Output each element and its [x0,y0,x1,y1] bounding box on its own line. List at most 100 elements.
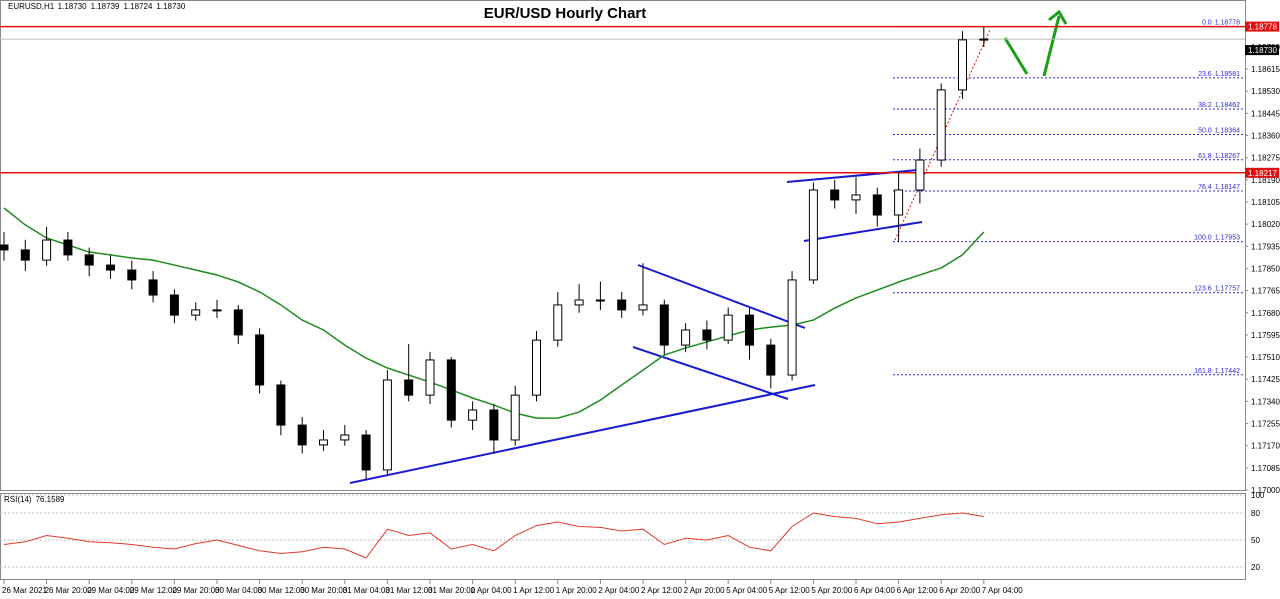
candle-body [510,394,520,441]
fib-ratio: 161.8 [1194,368,1212,375]
candle-body [340,434,350,441]
x-tick-label: 2 Apr 04:00 [598,586,639,595]
y-tick-label: 1.18020 [1251,220,1280,229]
fib-ratio: 61.8 [1198,153,1212,160]
x-tick-label: 6 Apr 12:00 [897,586,938,595]
last-bar-value: 1.18739 [91,2,120,11]
x-tick-label: 31 Mar 04:00 [343,586,391,595]
x-tick-label: 30 Mar 20:00 [300,586,348,595]
last-bar-value: 1.18730 [58,2,87,11]
flag-bottom [803,221,923,242]
fib-ratio: 0.0 [1202,20,1212,27]
x-tick-label: 6 Apr 20:00 [939,586,980,595]
y-tick-label: 1.17680 [1251,309,1280,318]
candle-body [127,269,137,281]
support-line [349,384,816,484]
fib-label: 61.8 1.18267 [1198,153,1240,160]
x-tick-label: 30 Mar 04:00 [215,586,263,595]
candle-body [404,379,414,396]
fib-ratio: 76.4 [1198,184,1212,191]
candle-body [42,239,52,261]
channel-top [637,264,806,329]
candle-body [468,409,478,421]
candle-body [0,244,9,251]
fib-ratio: 100.0 [1194,235,1212,242]
fib-label: 123.6 1.17757 [1194,286,1240,293]
candle-body [979,38,989,41]
y-tick-label: 1.17765 [1251,287,1280,296]
forecast-arrows [1003,9,1068,77]
fib-label: 100.0 1.17953 [1194,235,1240,242]
fib-label: 38.2 1.18462 [1198,102,1240,109]
candle-body [617,299,627,311]
current-price-label: 1.18730 [1248,46,1277,55]
y-tick-label: 1.17000 [1251,486,1280,495]
y-tick-label: 1.17425 [1251,375,1280,384]
last-bar-value: 1.18730 [156,2,185,11]
x-tick-label: 29 Mar 04:00 [87,586,135,595]
candle-body [553,304,563,341]
fib-label: 76.4 1.18147 [1198,184,1240,191]
trend-lines [349,169,923,484]
candle-body [169,294,179,316]
candle-body [595,299,605,302]
arrow-up [1042,15,1061,77]
arrow-head [1048,9,1068,25]
candle-body [297,424,307,446]
y-tick-label: 1.18275 [1251,154,1280,163]
candle-body [255,334,265,386]
flag-top [786,169,919,183]
x-tick-label: 1 Apr 04:00 [471,586,512,595]
candle-body [808,189,818,281]
candle-body [894,189,904,216]
x-tick-label: 5 Apr 12:00 [769,586,810,595]
candle-body [638,304,648,311]
current-price-tag [1245,45,1279,56]
candle-body [936,89,946,161]
fib-label: 50.0 1.18364 [1198,127,1240,134]
candle-body [830,189,840,201]
fib-price: 1.18581 [1215,71,1240,78]
candle-body [702,329,712,341]
fib-price: 1.18147 [1215,184,1240,191]
candle-body [872,194,882,216]
candle-body [787,279,797,376]
level-tag [1245,21,1279,32]
rsi-name: RSI(14) [4,495,32,504]
candle-body [723,314,733,341]
x-tick-label: 5 Apr 04:00 [726,586,767,595]
y-tick-label: 1.17935 [1251,242,1280,251]
channel-bottom [632,346,789,400]
fib-label: 23.6 1.18581 [1198,71,1240,78]
fib-price: 1.18778 [1215,20,1240,27]
candle-body [191,309,201,316]
rsi-pane [0,493,1246,580]
candle-body [915,159,925,191]
y-tick-label: 1.17085 [1251,464,1280,473]
candle-body [659,304,669,346]
y-tick-label: 1.17255 [1251,420,1280,429]
fib-price: 1.18267 [1215,153,1240,160]
candle-body [532,339,541,396]
candle-body [681,329,691,346]
y-tick-label: 1.18615 [1251,65,1280,74]
rsi-header: RSI(14) 76.1589 [4,495,65,504]
y-tick-label: 1.18105 [1251,198,1280,207]
fib-ratio: 123.6 [1194,286,1212,293]
y-tick-label: 1.17850 [1251,264,1280,273]
level-label: 1.18217 [1248,169,1277,178]
y-tick-label: 1.18190 [1251,176,1280,185]
rsi-value: 76.1589 [36,495,65,504]
rsi-tick-label: 80 [1251,509,1260,518]
y-tick-label: 1.18530 [1251,87,1280,96]
candle-body [276,384,286,426]
x-tick-label: 29 Mar 12:00 [130,586,178,595]
rsi-line [3,512,984,559]
symbol: EURUSD,H1 [8,2,55,11]
symbol-header: EURUSD,H1 1.18730 1.18739 1.18724 1.18730 [8,2,186,11]
candle-body [958,39,967,91]
candle-body [574,299,584,306]
candle-body [233,309,243,336]
x-tick-label: 7 Apr 04:00 [982,586,1023,595]
